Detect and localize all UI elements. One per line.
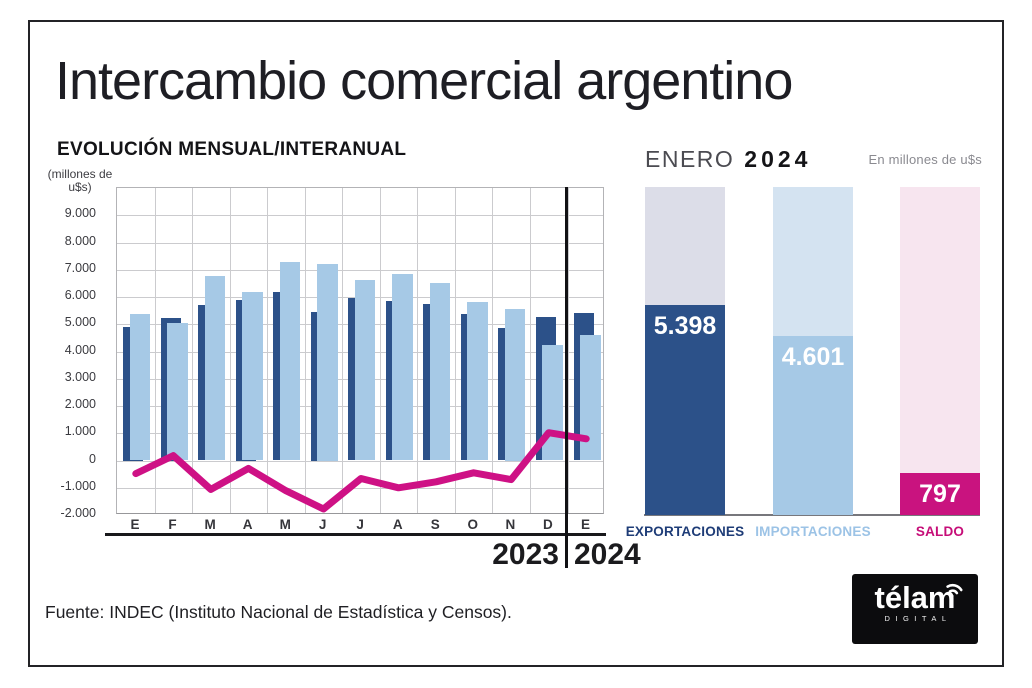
y-axis-tick-8000: 8.000 [64,233,96,248]
gridline-7000 [117,269,603,271]
y-axis-tick-7000: 7.000 [64,260,96,275]
gridline-month-5 [304,188,306,513]
months-underline [105,533,606,536]
value-label-importaciones: 4.601 [781,342,845,371]
x-axis-month-9: O [467,517,479,532]
bar-importaciones-8 [429,282,451,461]
right-chart-year: 2024 [744,146,812,172]
y-axis-tick--2000: -2.000 [60,506,96,520]
column-fill-saldo: 797 [900,473,980,515]
bar-importaciones-3 [242,292,263,461]
gridline-9000 [117,215,603,217]
bar-importaciones-7 [392,273,413,461]
wifi-signal-icon [946,583,963,599]
category-label-saldo: SALDO [915,524,965,539]
saldo-line [132,429,590,513]
page-title: Intercambio comercial argentino [55,51,793,111]
gridline-month-7 [379,188,381,513]
year-label-2024: 2024 [574,538,641,571]
year-label-2023: 2023 [492,538,559,571]
x-axis-month-6: J [356,517,364,532]
gridline-month-10 [492,188,494,513]
column-fill-exportaciones: 5.398 [645,304,725,515]
gridline-month-6 [342,188,344,513]
right-chart-unit-label: En millones de u$s [868,152,982,167]
x-axis-month-4: M [279,517,291,532]
y-axis-tick-1000: 1.000 [64,424,96,439]
bar-importaciones-12 [580,335,601,461]
gridline--1000 [117,487,603,489]
right-chart-title: ENERO 2024 [645,146,811,173]
x-axis-month-12: E [580,517,590,532]
x-axis-month-7: A [392,517,403,532]
bar-importaciones-9 [467,301,488,461]
bar-importaciones-6 [354,280,376,461]
column-bg-saldo [900,187,980,515]
bar-importaciones-5 [317,263,338,461]
y-axis-tick-5000: 5.000 [64,315,96,330]
gridline-month-12 [567,188,569,513]
y-axis-tick-3000: 3.000 [64,369,96,384]
y-axis-tick-9000: 9.000 [64,206,96,221]
x-axis-month-10: N [505,517,516,532]
value-label-saldo: 797 [919,480,961,508]
monthly-evolution-plot [116,187,604,514]
y-axis-tick-4000: 4.000 [64,342,96,357]
y-axis-tick--1000: -1.000 [60,478,96,493]
column-fill-importaciones: 4.601 [773,335,853,515]
gridline-8000 [117,242,603,244]
x-axis-month-5: J [318,517,327,532]
right-chart-baseline [644,514,980,516]
telam-logo-digital-label: DIGITAL [884,614,952,623]
gridline-month-9 [454,188,456,513]
gridline-month-8 [417,188,419,513]
saldo-line-path [132,429,590,513]
gridline-month-1 [154,188,156,513]
category-label-exportaciones: EXPORTACIONES [625,524,745,539]
bar-importaciones-0 [129,313,150,461]
gridline-month-3 [229,188,231,513]
y-axis-tick-0: 0 [89,451,96,466]
telam-logo-wordmark: télam [874,580,956,615]
right-chart-period: ENERO [645,146,735,172]
left-chart-title: EVOLUCIÓN MENSUAL/INTERANUAL [57,139,407,160]
category-label-importaciones: IMPORTACIONES [755,524,871,539]
bar-importaciones-10 [504,309,526,461]
x-axis-month-0: E [130,517,140,532]
y-axis-tick-2000: 2.000 [64,397,96,411]
x-axis-month-11: D [543,517,553,532]
y-axis-tick-6000: 6.000 [64,288,96,302]
gridline-0 [117,460,603,462]
x-axis-month-8: S [430,517,440,532]
telam-logo: télam DIGITAL [852,574,978,644]
bar-importaciones-1 [167,322,188,461]
source-note: Fuente: INDEC (Instituto Nacional de Est… [45,602,512,622]
x-axis-month-2: M [204,517,216,532]
left-chart-unit-label: (millones de u$s) [47,167,113,194]
value-label-exportaciones: 5.398 [653,311,717,340]
bar-importaciones-2 [204,275,226,461]
bar-importaciones-4 [279,261,301,461]
x-axis-month-1: F [168,517,177,532]
gridline-month-11 [529,188,531,513]
year-divider-line [565,187,568,568]
gridline-month-2 [192,188,194,513]
x-axis-month-3: A [242,517,253,532]
gridline-month-4 [267,188,269,513]
